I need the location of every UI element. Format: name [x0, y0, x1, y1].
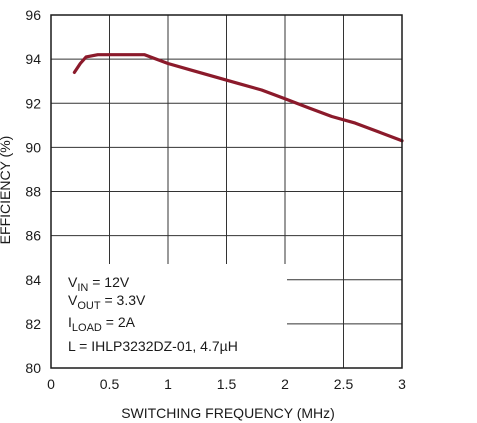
- y-tick-label: 82: [25, 316, 41, 332]
- plot-frame: [50, 14, 403, 369]
- x-tick-label: 1: [164, 376, 172, 392]
- x-tick-label: 1.5: [217, 376, 237, 392]
- y-tick-label: 86: [25, 228, 41, 244]
- annotation-inductor: L = IHLP3232DZ-01, 4.7µH: [68, 338, 238, 354]
- annotation-vout: VOUT = 3.3V: [68, 292, 146, 312]
- efficiency-line: [72, 53, 404, 143]
- y-tick-label: 90: [25, 139, 41, 155]
- annotation-iload: ILOAD = 2A: [68, 314, 136, 334]
- y-tick-label: 94: [25, 51, 41, 67]
- x-tick-label: 0: [47, 376, 55, 392]
- annotation-vin: VIN = 12V: [68, 274, 130, 294]
- y-tick-label: 96: [25, 7, 41, 23]
- y-tick-label: 88: [25, 184, 41, 200]
- y-tick-label: 80: [25, 360, 41, 376]
- y-tick-label: 92: [25, 95, 41, 111]
- grid: [50, 14, 403, 369]
- x-tick-label: 3: [398, 376, 406, 392]
- annotation-panel: VIN = 12V VOUT = 3.3V ILOAD = 2A L = IHL…: [51, 264, 287, 368]
- x-tick-label: 0.5: [100, 376, 120, 392]
- tick-labels: 0 0.5 1 1.5 2 2.5 3 80 82 84 86 88 90 92 94 96: [25, 7, 406, 392]
- y-axis-title: EFFICIENCY (%): [0, 136, 13, 245]
- y-tick-label: 84: [25, 272, 41, 288]
- x-axis-title: SWITCHING FREQUENCY (MHz): [121, 405, 335, 421]
- x-tick-label: 2: [281, 376, 289, 392]
- x-tick-label: 2.5: [334, 376, 354, 392]
- series-layer: [72, 53, 404, 143]
